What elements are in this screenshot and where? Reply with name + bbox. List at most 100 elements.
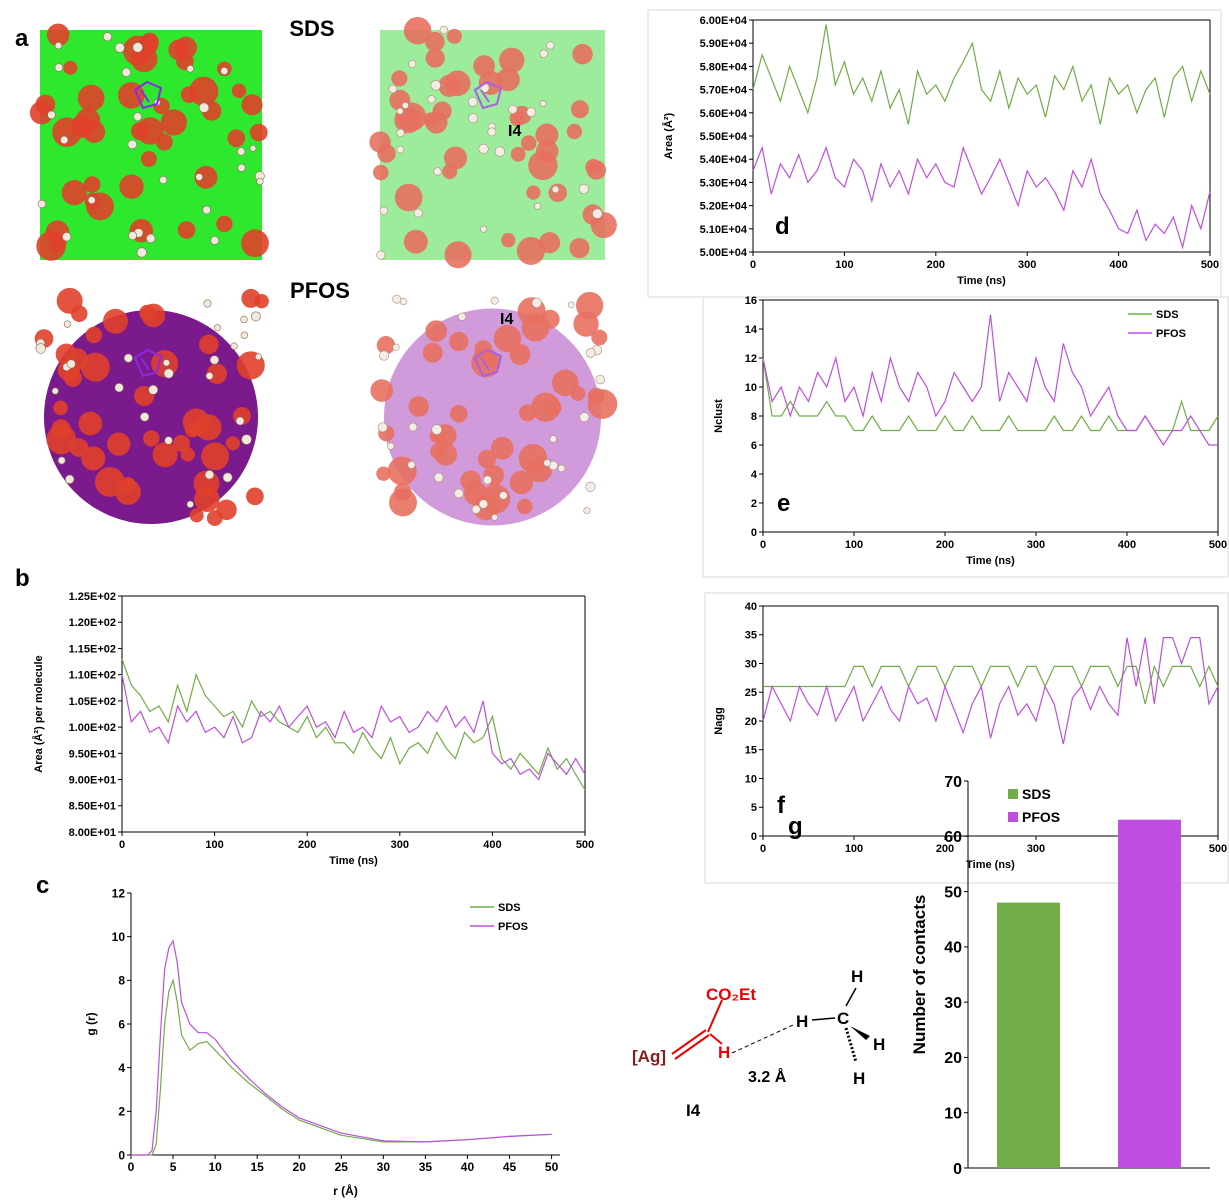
solvent xyxy=(540,101,546,107)
headgroup xyxy=(161,109,187,135)
bond xyxy=(846,988,856,1006)
headgroup xyxy=(250,124,268,142)
headgroup xyxy=(216,216,232,232)
headgroup xyxy=(408,396,429,417)
y-tick-label: 0 xyxy=(118,1148,125,1162)
headgroup xyxy=(549,184,567,202)
legend-label: PFOS xyxy=(498,921,528,933)
legend-swatch xyxy=(1008,789,1018,799)
x-tick-label: 300 xyxy=(1027,539,1045,551)
solvent xyxy=(458,313,466,321)
solvent xyxy=(137,248,147,258)
bond xyxy=(708,1000,722,1032)
headgroup xyxy=(425,320,447,342)
x-tick-label: 500 xyxy=(576,839,594,851)
y-tick-label: 1.25E+02 xyxy=(69,591,116,603)
hash-bond xyxy=(846,1028,856,1062)
x-tick-label: 200 xyxy=(298,839,316,851)
solvent xyxy=(236,417,244,425)
solvent xyxy=(149,385,158,394)
y-tick-label: 0 xyxy=(751,527,757,539)
x-tick-label: 100 xyxy=(835,259,853,271)
y-tick-label: 30 xyxy=(944,995,962,1012)
y-tick-label: 10 xyxy=(944,1105,962,1122)
y-tick-label: 5.40E+04 xyxy=(700,154,748,166)
y-tick-label: 10 xyxy=(745,773,757,785)
solvent xyxy=(472,505,480,513)
solvent xyxy=(255,354,261,360)
headgroup xyxy=(423,343,443,363)
x-tick-label: 0 xyxy=(750,259,756,271)
solvent xyxy=(36,344,46,354)
solvent xyxy=(397,146,404,153)
solvent xyxy=(495,147,505,157)
headgroup xyxy=(173,435,190,452)
headgroup xyxy=(168,40,188,60)
y-tick-label: 10 xyxy=(112,930,126,944)
headgroup xyxy=(369,131,390,152)
atom-label: H xyxy=(853,1069,865,1088)
y-tick-label: 8.50E+01 xyxy=(69,801,116,813)
y-tick-label: 1.20E+02 xyxy=(69,617,116,629)
solvent xyxy=(480,226,486,232)
bar xyxy=(997,903,1060,1168)
panel-a-renders xyxy=(30,17,617,526)
solvent xyxy=(48,111,56,119)
headgroup xyxy=(404,17,431,44)
x-tick-label: 50 xyxy=(545,1160,559,1174)
x-tick-label: 0 xyxy=(119,839,125,851)
headgroup xyxy=(447,29,462,44)
bond xyxy=(672,1030,706,1054)
solvent xyxy=(431,80,441,90)
solvent xyxy=(393,295,401,303)
headgroup xyxy=(473,55,495,77)
headgroup xyxy=(143,430,159,446)
panel-label: a xyxy=(15,25,29,52)
bond xyxy=(812,1018,835,1020)
solvent xyxy=(468,97,477,106)
headgroup xyxy=(103,309,128,334)
headgroup xyxy=(509,344,530,365)
y-tick-label: 12 xyxy=(112,886,126,900)
headgroup xyxy=(536,140,558,162)
series-line xyxy=(763,358,1218,431)
x-tick-label: 15 xyxy=(250,1160,264,1174)
x-tick-label: 200 xyxy=(927,259,945,271)
solvent xyxy=(568,302,574,308)
solvent xyxy=(206,372,213,379)
y-tick-label: 35 xyxy=(745,630,757,642)
solvent xyxy=(124,354,132,362)
headgroup xyxy=(119,174,143,198)
solvent xyxy=(393,344,400,351)
headgroup xyxy=(246,488,264,506)
y-tick-label: 1.10E+02 xyxy=(69,670,116,682)
solvent xyxy=(409,60,416,67)
legend-label: PFOS xyxy=(1022,809,1060,825)
legend-swatch xyxy=(1008,812,1018,822)
surface-render xyxy=(30,24,269,261)
atom-label: H xyxy=(796,1012,808,1031)
headgroup xyxy=(389,489,417,517)
solvent xyxy=(187,501,194,508)
headgroup xyxy=(78,412,102,436)
x-axis-label: Time (ns) xyxy=(966,859,1015,871)
solvent xyxy=(52,388,58,394)
y-axis-label: Area (Å²) xyxy=(662,112,675,159)
headgroup xyxy=(107,433,130,456)
solvent xyxy=(414,209,422,217)
legend-label: PFOS xyxy=(1156,328,1186,340)
legend-label: SDS xyxy=(498,902,521,914)
solvent xyxy=(379,351,388,360)
surface xyxy=(44,310,258,524)
y-tick-label: 5 xyxy=(751,802,757,814)
headgroup xyxy=(216,500,236,520)
headgroup xyxy=(517,499,532,514)
solvent xyxy=(214,325,220,331)
solvent xyxy=(387,443,394,450)
headgroup xyxy=(242,94,263,115)
solvent xyxy=(550,436,557,443)
y-tick-label: 6 xyxy=(751,440,757,452)
x-tick-label: 25 xyxy=(335,1160,349,1174)
x-axis-label: r (Å) xyxy=(333,1183,358,1198)
x-tick-label: 400 xyxy=(1118,539,1136,551)
